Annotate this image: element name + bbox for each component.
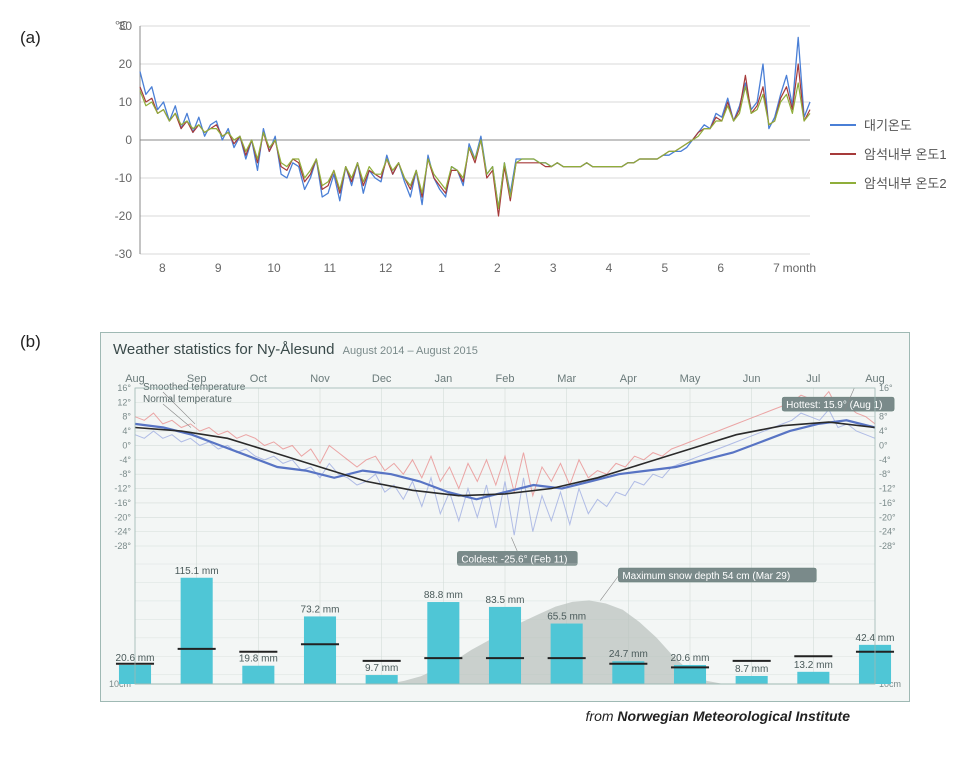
svg-text:115.1 mm: 115.1 mm (175, 566, 219, 577)
svg-text:0°: 0° (879, 440, 888, 450)
svg-text:-30: -30 (115, 247, 133, 261)
svg-text:16°: 16° (879, 383, 893, 393)
svg-text:℃: ℃ (115, 19, 128, 33)
svg-text:-8°: -8° (119, 469, 131, 479)
svg-text:-8°: -8° (879, 469, 891, 479)
credit: from Norwegian Meteorological Institute (586, 708, 850, 724)
svg-text:9: 9 (215, 261, 222, 275)
svg-text:-12°: -12° (879, 484, 896, 494)
svg-text:Jan: Jan (434, 373, 452, 385)
legend-a-item-0: 대기온도 (830, 115, 947, 134)
svg-text:Jul: Jul (806, 373, 820, 385)
svg-text:12: 12 (379, 261, 393, 275)
svg-text:0: 0 (125, 133, 132, 147)
svg-text:-24°: -24° (879, 527, 896, 537)
credit-prefix: from (586, 708, 618, 724)
svg-text:8: 8 (159, 261, 166, 275)
svg-text:Feb: Feb (496, 373, 515, 385)
svg-text:-24°: -24° (114, 527, 131, 537)
legend-a-item-1: 암석내부 온도1 (830, 144, 947, 163)
legend-a-swatch-1 (830, 153, 856, 155)
svg-text:Smoothed temperature: Smoothed temperature (143, 382, 246, 393)
page-root: { "panel_a": { "label": "(a)", "y_unit":… (0, 0, 960, 765)
svg-text:2: 2 (494, 261, 501, 275)
svg-text:3: 3 (550, 261, 557, 275)
svg-text:-28°: -28° (879, 541, 896, 551)
svg-text:-10: -10 (115, 171, 133, 185)
legend-a-label-1: 암석내부 온도1 (864, 144, 947, 163)
svg-text:16°: 16° (117, 383, 131, 393)
svg-text:0°: 0° (122, 440, 131, 450)
svg-text:1: 1 (438, 261, 445, 275)
legend-a: 대기온도 암석내부 온도1 암석내부 온도2 (830, 115, 947, 202)
panel-b: Weather statistics for Ny-Ålesund August… (100, 332, 910, 702)
svg-text:20.6 mm: 20.6 mm (671, 653, 710, 664)
svg-text:Coldest: -25.6° (Feb 11): Coldest: -25.6° (Feb 11) (461, 554, 567, 565)
svg-text:12°: 12° (117, 397, 131, 407)
svg-text:Jun: Jun (743, 373, 761, 385)
svg-text:Apr: Apr (620, 373, 637, 385)
svg-text:5: 5 (661, 261, 668, 275)
panel-b-title: Weather statistics for Ny-Ålesund (113, 341, 334, 358)
legend-a-swatch-2 (830, 182, 856, 184)
svg-text:Hottest: 15.9° (Aug 1): Hottest: 15.9° (Aug 1) (786, 400, 882, 411)
svg-text:65.5 mm: 65.5 mm (547, 612, 586, 623)
svg-text:10: 10 (267, 261, 281, 275)
svg-text:9.7 mm: 9.7 mm (365, 663, 398, 674)
svg-text:11: 11 (324, 261, 337, 275)
svg-text:8.7 mm: 8.7 mm (735, 664, 768, 675)
svg-text:83.5 mm: 83.5 mm (486, 595, 525, 606)
svg-text:4°: 4° (122, 426, 131, 436)
svg-text:19.8 mm: 19.8 mm (239, 654, 278, 665)
svg-text:-4°: -4° (119, 455, 131, 465)
svg-text:May: May (680, 373, 701, 385)
chart-a-svg: -30-20-100102030℃891011121234567month (100, 18, 820, 278)
legend-a-item-2: 암석내부 온도2 (830, 173, 947, 192)
panel-b-header: Weather statistics for Ny-Ålesund August… (101, 333, 909, 360)
svg-text:-16°: -16° (879, 498, 896, 508)
svg-text:4: 4 (606, 261, 613, 275)
svg-text:Maximum snow depth 54 cm (Mar: Maximum snow depth 54 cm (Mar 29) (622, 571, 790, 582)
svg-text:4°: 4° (879, 426, 888, 436)
panel-b-label: (b) (20, 332, 41, 352)
svg-text:month: month (783, 261, 816, 275)
svg-text:10: 10 (119, 95, 133, 109)
svg-text:Normal temperature: Normal temperature (143, 394, 232, 405)
svg-text:13.2 mm: 13.2 mm (794, 660, 833, 671)
svg-text:24.7 mm: 24.7 mm (609, 649, 648, 660)
legend-a-swatch-0 (830, 124, 856, 126)
svg-text:8°: 8° (879, 412, 888, 422)
panel-b-chart: AugSepOctNovDecJanFebMarAprMayJunJulAug1… (101, 360, 909, 690)
chart-a: -30-20-100102030℃891011121234567month (100, 18, 820, 278)
svg-text:6: 6 (717, 261, 724, 275)
svg-text:20: 20 (119, 57, 133, 71)
svg-text:-12°: -12° (114, 484, 131, 494)
svg-text:-4°: -4° (879, 455, 891, 465)
panel-a-label: (a) (20, 28, 41, 48)
credit-source: Norwegian Meteorological Institute (617, 708, 850, 724)
svg-text:-20: -20 (115, 209, 133, 223)
legend-a-label-0: 대기온도 (864, 115, 912, 134)
svg-text:88.8 mm: 88.8 mm (424, 590, 463, 601)
svg-text:-16°: -16° (114, 498, 131, 508)
svg-text:Oct: Oct (250, 373, 267, 385)
panel-b-subtitle: August 2014 – August 2015 (343, 345, 478, 357)
legend-a-label-2: 암석내부 온도2 (864, 173, 947, 192)
svg-text:-20°: -20° (114, 512, 131, 522)
svg-text:8°: 8° (122, 412, 131, 422)
svg-text:Dec: Dec (372, 373, 392, 385)
svg-text:Mar: Mar (557, 373, 576, 385)
svg-text:73.2 mm: 73.2 mm (301, 604, 340, 615)
svg-text:-20°: -20° (879, 512, 896, 522)
svg-text:Nov: Nov (310, 373, 330, 385)
chart-b-svg: AugSepOctNovDecJanFebMarAprMayJunJulAug1… (101, 360, 909, 690)
svg-text:7: 7 (773, 261, 780, 275)
svg-text:-28°: -28° (114, 541, 131, 551)
